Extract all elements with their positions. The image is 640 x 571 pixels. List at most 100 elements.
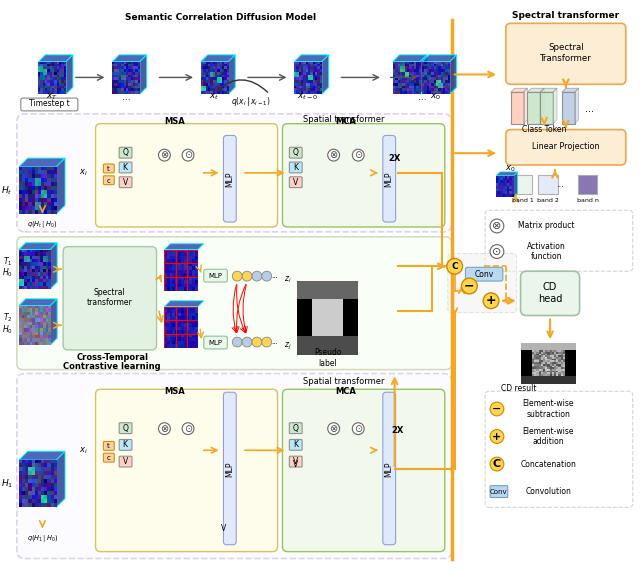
FancyBboxPatch shape [506, 130, 626, 165]
Text: band 1: band 1 [511, 198, 533, 203]
Circle shape [328, 423, 340, 435]
Polygon shape [514, 172, 518, 198]
Text: $z_i$: $z_i$ [284, 275, 291, 286]
FancyBboxPatch shape [95, 124, 278, 227]
Text: MCA: MCA [335, 117, 356, 126]
Polygon shape [562, 89, 579, 92]
Circle shape [483, 293, 499, 308]
Text: $T_2$: $T_2$ [3, 311, 13, 324]
Text: Contrastive learning: Contrastive learning [63, 362, 161, 371]
Circle shape [159, 423, 170, 435]
Text: $x_i$: $x_i$ [79, 445, 88, 456]
Polygon shape [19, 299, 57, 305]
Text: $q(x_i\,|\,x_{i-1})$: $q(x_i\,|\,x_{i-1})$ [231, 95, 271, 107]
Polygon shape [540, 89, 557, 92]
Polygon shape [496, 172, 518, 176]
FancyBboxPatch shape [104, 453, 115, 462]
Polygon shape [38, 55, 73, 62]
Text: $q(H_1\,|\,H_0)$: $q(H_1\,|\,H_0)$ [27, 533, 58, 544]
FancyBboxPatch shape [282, 389, 445, 552]
Polygon shape [422, 55, 456, 62]
Text: C: C [451, 262, 458, 271]
Text: Linear Projection: Linear Projection [532, 142, 600, 151]
Text: ...: ... [271, 273, 278, 279]
Text: ⊗: ⊗ [161, 424, 168, 433]
Text: $H_0$: $H_0$ [2, 267, 13, 279]
Text: −: − [464, 279, 475, 292]
FancyBboxPatch shape [383, 392, 396, 545]
Polygon shape [56, 451, 65, 508]
Text: Q: Q [122, 148, 128, 157]
Polygon shape [112, 55, 147, 62]
Text: Q: Q [292, 148, 298, 157]
Text: V: V [292, 178, 298, 187]
Text: Timestep t: Timestep t [29, 99, 70, 108]
Text: K: K [123, 163, 127, 172]
Text: MLP: MLP [385, 461, 394, 477]
Text: Activation
function: Activation function [527, 242, 566, 262]
Text: c: c [106, 455, 110, 461]
FancyBboxPatch shape [119, 423, 132, 433]
Polygon shape [19, 451, 65, 460]
Text: band 2: band 2 [537, 198, 559, 203]
FancyBboxPatch shape [17, 114, 452, 232]
Text: $H_t$: $H_t$ [1, 184, 13, 197]
Text: ...: ... [122, 93, 131, 102]
FancyBboxPatch shape [282, 124, 445, 227]
Text: Element-wise
subtraction: Element-wise subtraction [522, 399, 574, 419]
FancyBboxPatch shape [119, 177, 132, 188]
Bar [511, 92, 524, 124]
Text: Pseudo
label: Pseudo label [314, 348, 342, 368]
Text: Spatial transformer: Spatial transformer [303, 377, 384, 386]
FancyBboxPatch shape [119, 162, 132, 173]
FancyBboxPatch shape [289, 177, 302, 188]
FancyBboxPatch shape [119, 456, 132, 467]
Circle shape [262, 337, 271, 347]
Text: V: V [122, 457, 128, 466]
FancyBboxPatch shape [20, 98, 78, 111]
Text: V: V [122, 178, 128, 187]
Polygon shape [56, 158, 65, 214]
Text: Semantic Correlation Diffusion Model: Semantic Correlation Diffusion Model [125, 13, 316, 22]
Text: MSA: MSA [164, 387, 184, 396]
Circle shape [262, 271, 271, 281]
FancyBboxPatch shape [490, 486, 508, 497]
Text: ⊙: ⊙ [354, 150, 362, 160]
Polygon shape [420, 55, 427, 94]
Text: Spectral transformer: Spectral transformer [512, 11, 620, 20]
Text: K: K [292, 440, 298, 449]
FancyBboxPatch shape [289, 147, 302, 158]
Text: MSA: MSA [164, 117, 184, 126]
Text: Q: Q [122, 424, 128, 433]
Text: ...: ... [556, 180, 564, 189]
Text: ...: ... [418, 93, 426, 102]
Polygon shape [164, 244, 204, 250]
Text: Q: Q [292, 424, 298, 433]
Text: CD result: CD result [501, 384, 536, 393]
Circle shape [490, 244, 504, 259]
Text: MCA: MCA [335, 387, 356, 396]
FancyBboxPatch shape [289, 162, 302, 173]
Text: MLP: MLP [209, 273, 223, 279]
Polygon shape [66, 55, 73, 94]
FancyBboxPatch shape [289, 456, 302, 467]
Polygon shape [540, 89, 544, 124]
Circle shape [242, 337, 252, 347]
Circle shape [490, 402, 504, 416]
Text: ⊙: ⊙ [354, 424, 362, 433]
Circle shape [232, 271, 242, 281]
Circle shape [328, 149, 340, 161]
Polygon shape [524, 89, 527, 124]
Polygon shape [511, 89, 527, 92]
FancyBboxPatch shape [289, 440, 302, 451]
Polygon shape [527, 89, 544, 92]
Circle shape [447, 259, 463, 274]
Text: $x_0$: $x_0$ [506, 164, 516, 174]
Text: $H_0$: $H_0$ [2, 323, 13, 336]
FancyBboxPatch shape [119, 440, 132, 451]
Text: ⊗: ⊗ [330, 424, 338, 433]
Text: t: t [107, 443, 109, 449]
Text: $T_1$: $T_1$ [3, 255, 13, 268]
Circle shape [461, 278, 477, 294]
FancyBboxPatch shape [17, 373, 452, 558]
